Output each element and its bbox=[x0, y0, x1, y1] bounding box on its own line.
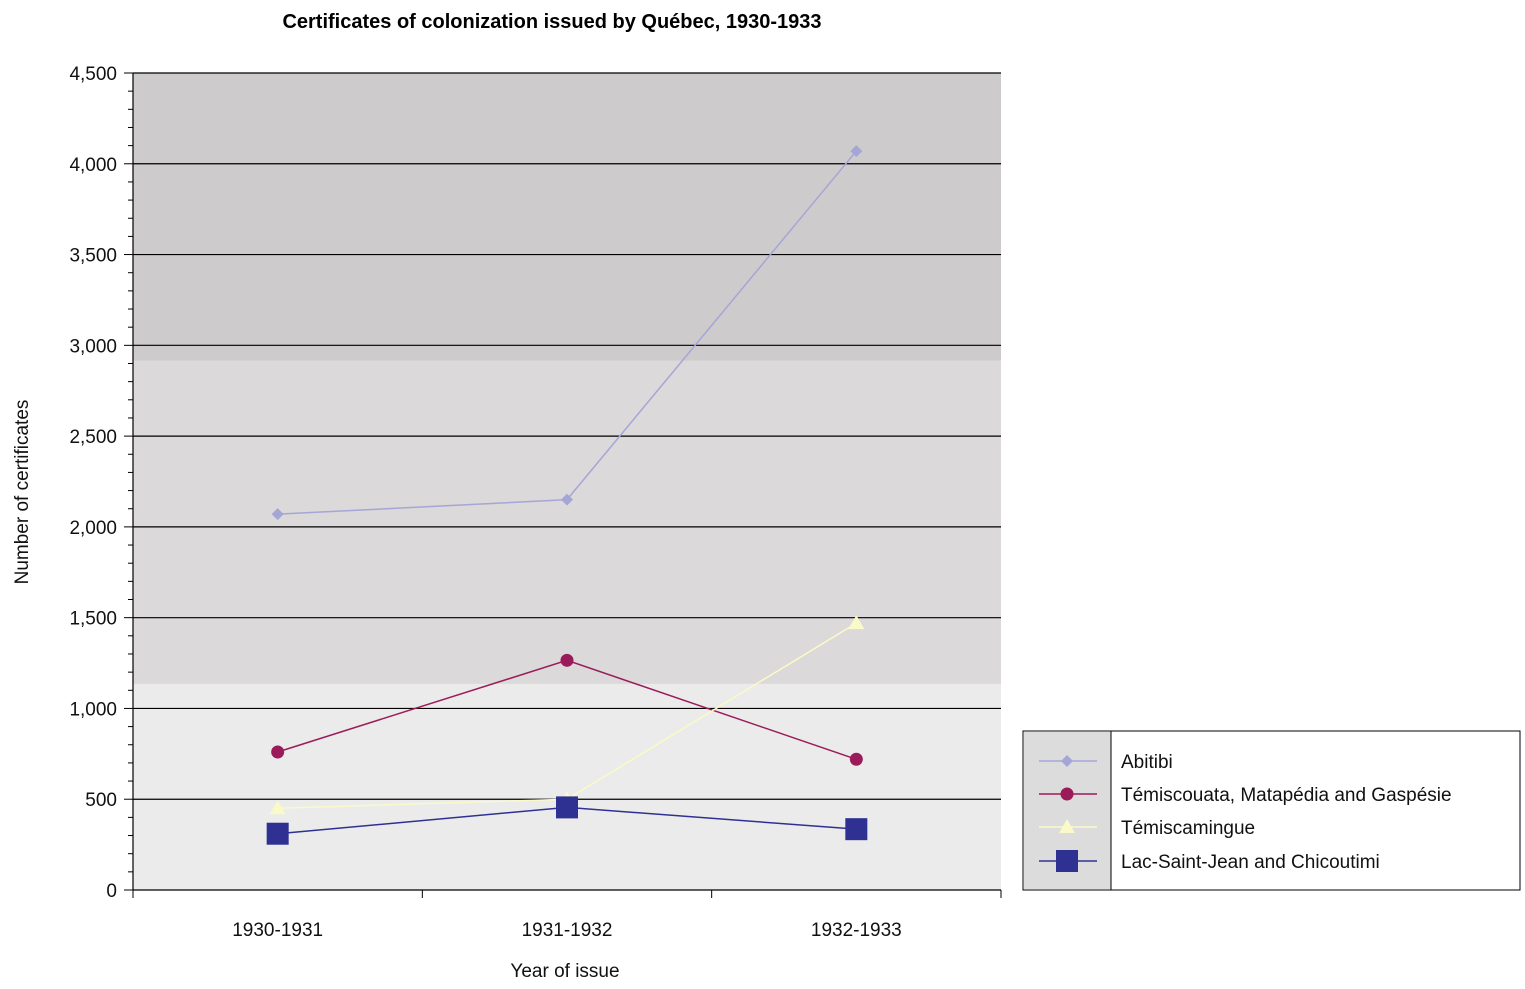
legend-label-1: Témiscouata, Matapédia and Gaspésie bbox=[1121, 785, 1452, 806]
y-tick-label-6: 3,000 bbox=[69, 336, 117, 357]
legend-marker-3 bbox=[1056, 850, 1078, 872]
y-tick-label-8: 4,000 bbox=[69, 155, 117, 176]
y-tick-label-1: 500 bbox=[85, 790, 117, 811]
legend-marker-2 bbox=[1059, 819, 1075, 833]
data-point-2-2 bbox=[848, 615, 865, 630]
series-0 bbox=[271, 145, 863, 521]
y-tick-label-7: 3,500 bbox=[69, 246, 117, 267]
data-point-1-2 bbox=[849, 752, 863, 766]
legend-label-0: Abitibi bbox=[1121, 752, 1173, 773]
legend-label-3: Lac-Saint-Jean and Chicoutimi bbox=[1121, 852, 1380, 873]
gridlines bbox=[133, 72, 1001, 800]
plot-background bbox=[133, 73, 1001, 890]
y-tick-label-0: 0 bbox=[106, 881, 117, 902]
data-point-0-1 bbox=[561, 493, 573, 506]
data-point-0-2 bbox=[850, 145, 863, 158]
y-axis-label: Number of certificates bbox=[12, 400, 33, 585]
data-point-1-0 bbox=[271, 745, 285, 759]
x-tick-label-0: 1930-1931 bbox=[232, 920, 323, 941]
y-tick-label-9: 4,500 bbox=[69, 64, 117, 85]
y-tick-label-5: 2,500 bbox=[69, 427, 117, 448]
y-tick-label-2: 1,000 bbox=[69, 699, 117, 720]
x-tick-label-1: 1931-1932 bbox=[522, 920, 613, 941]
background-band-2 bbox=[133, 73, 1001, 361]
data-point-3-1 bbox=[556, 796, 578, 819]
series-layer bbox=[266, 145, 868, 845]
series-3 bbox=[266, 796, 868, 845]
data-point-3-0 bbox=[266, 822, 289, 845]
series-1 bbox=[271, 653, 863, 766]
axes: 0 500 1,000 1,500 2,000 2,500 3,000 3,500 4,000 4… bbox=[69, 64, 1002, 941]
chart-title: Certificates of colonization issued by Q… bbox=[282, 11, 821, 33]
x-axis-label: Year of issue bbox=[510, 961, 619, 982]
data-point-0-0 bbox=[271, 508, 284, 521]
legend: Abitibi Témiscouata, Matapédia and Gaspés… bbox=[1022, 730, 1521, 891]
background-band-1 bbox=[133, 360, 1001, 684]
y-tick-label-4: 2,000 bbox=[69, 518, 117, 539]
data-point-3-2 bbox=[845, 818, 868, 841]
y-tick-label-3: 1,500 bbox=[69, 609, 117, 630]
legend-marker-0 bbox=[1061, 755, 1073, 767]
background-band-0 bbox=[133, 683, 1001, 890]
legend-label-2: Témiscamingue bbox=[1121, 818, 1255, 839]
data-point-2-0 bbox=[269, 800, 286, 815]
x-tick-label-2: 1932-1933 bbox=[811, 920, 902, 941]
data-point-1-1 bbox=[560, 653, 574, 667]
legend-marker-1 bbox=[1060, 787, 1074, 801]
